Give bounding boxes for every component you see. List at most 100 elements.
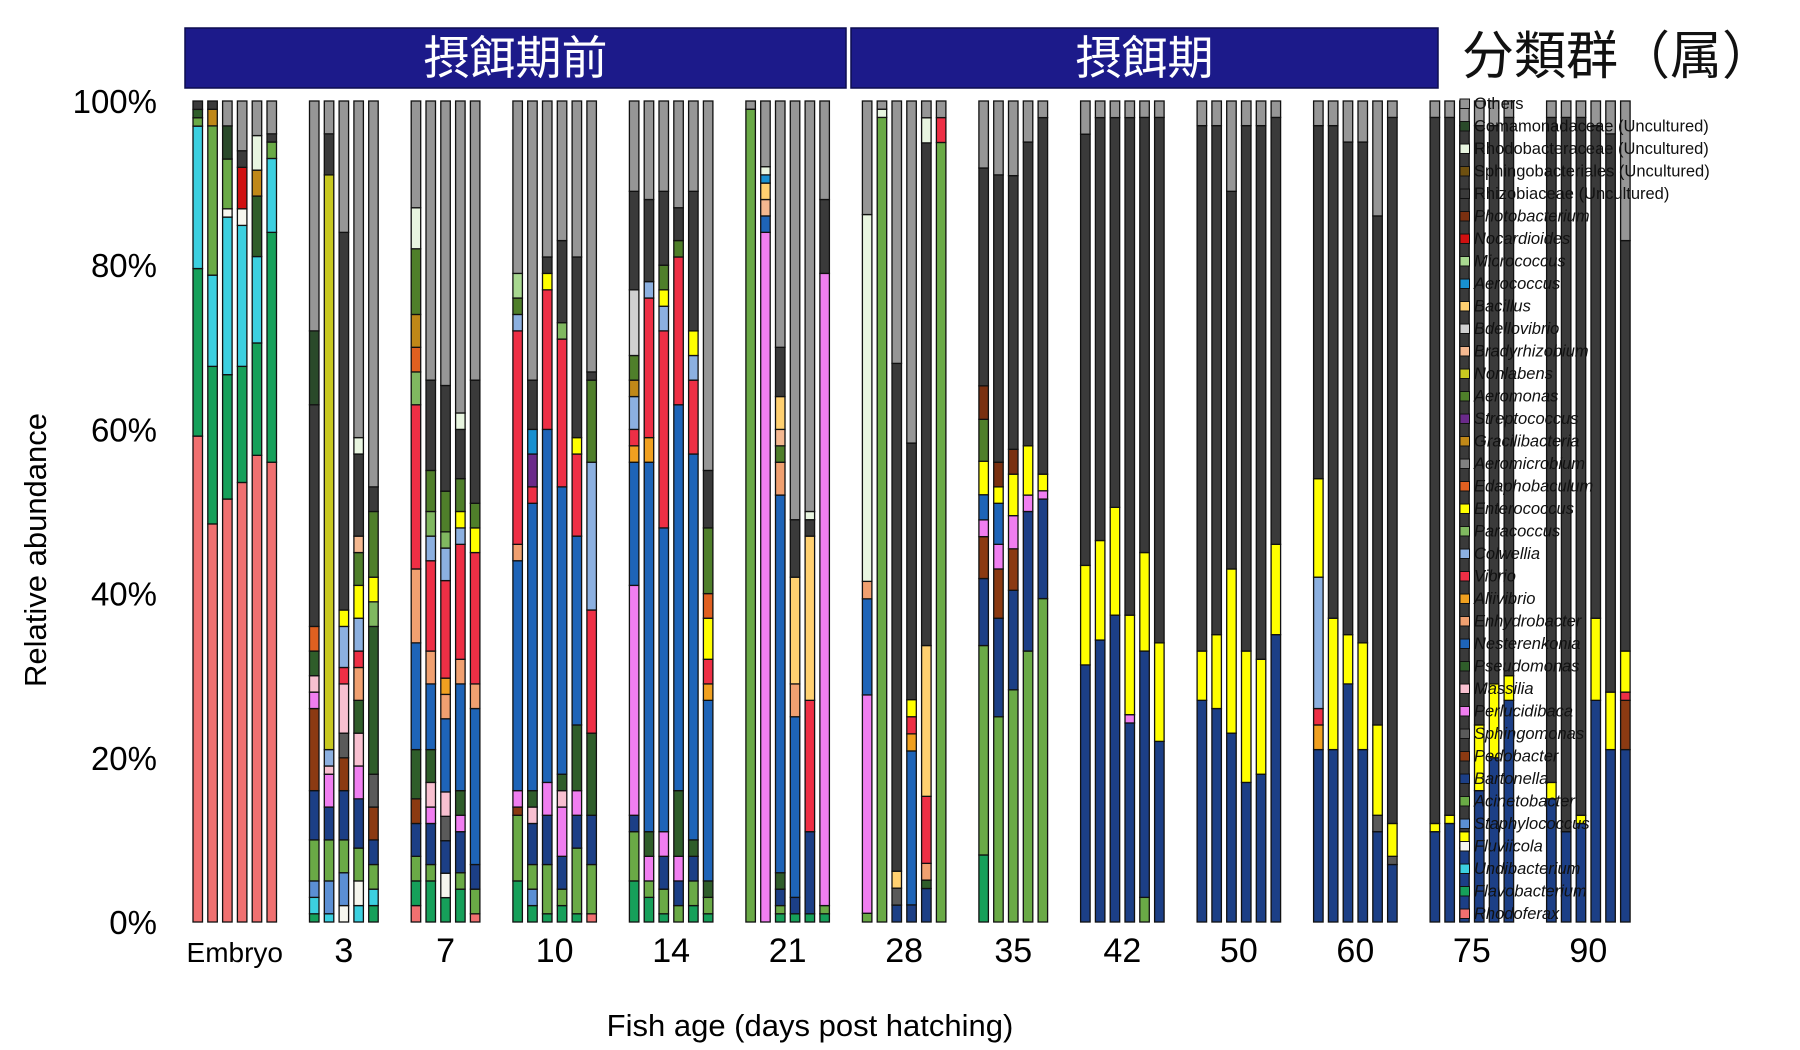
bar-segment [1386, 822, 1398, 857]
legend-label: Fluviicola [1474, 838, 1543, 856]
bar-segment [1545, 100, 1557, 119]
bar-segment [410, 248, 422, 316]
bar-segment [353, 847, 365, 882]
bar-segment [368, 773, 379, 808]
bars [192, 100, 1631, 923]
bar-segment [920, 644, 932, 797]
legend-label: Nonlabens [1474, 365, 1553, 383]
legend-label: Comamonadaceae (Uncultured) [1474, 118, 1709, 136]
bar-group-35 [978, 100, 1049, 923]
bar-segment [1109, 100, 1121, 119]
legend-label: Streptococcus [1474, 410, 1579, 428]
sample-bar [410, 100, 422, 923]
legend-item: Fluviicola [1459, 838, 1543, 856]
bar-segment [804, 913, 816, 923]
bar-segment [1386, 116, 1398, 825]
legend-label: Aeromicrobium [1473, 455, 1585, 473]
bar-segment [527, 502, 538, 792]
bar-segment [891, 904, 903, 923]
bar-segment [338, 872, 350, 907]
bar-segment [440, 872, 451, 899]
bar-group-90 [1545, 100, 1631, 923]
bar-segment [353, 699, 365, 734]
bar-segment [440, 693, 451, 720]
bar-segment [774, 872, 786, 890]
legend-label: Micrococcus [1474, 253, 1566, 271]
bar-group-21 [745, 100, 831, 923]
x-tick-label: 7 [436, 932, 455, 970]
bar-segment [251, 134, 263, 171]
bar-segment [308, 625, 320, 652]
x-tick-label: 90 [1569, 932, 1607, 970]
bar-segment [1605, 100, 1616, 135]
x-axis-labels: Embryo 3 7 10 14 21 28 35 42 50 60 75 90 [187, 932, 1608, 970]
bar-segment [1270, 116, 1282, 545]
bar-segment [323, 765, 335, 775]
legend-item: Photobacterium [1459, 208, 1590, 226]
legend-swatch [1459, 301, 1470, 312]
legend-label: Perlucidibaca [1474, 703, 1573, 721]
bar-segment [628, 100, 640, 192]
bar-segment [353, 798, 365, 849]
legend-label: Colwellia [1474, 545, 1540, 563]
legend-item: Gracilibacteria [1459, 433, 1579, 451]
bar-segment [1037, 498, 1049, 600]
legend-label: Undibacterium [1474, 860, 1580, 878]
bar-segment [891, 100, 903, 365]
bar-segment [541, 863, 553, 915]
sample-bar [1560, 100, 1572, 923]
sample-bar [251, 100, 263, 923]
bar-segment [236, 481, 248, 923]
bar-segment [1022, 494, 1034, 513]
bar-segment [935, 116, 947, 144]
sample-bar [425, 100, 437, 923]
bar-segment [454, 658, 466, 685]
legend-swatch [1459, 661, 1470, 672]
bar-segment [1007, 689, 1019, 923]
bar-segment [643, 297, 655, 439]
bar-segment [628, 428, 640, 447]
bar-segment [1211, 124, 1223, 636]
bar-segment [512, 789, 524, 808]
bar-segment [920, 100, 932, 119]
bar-segment [628, 880, 640, 923]
bar-segment [1357, 100, 1369, 143]
bar-segment [454, 888, 466, 923]
bar-segment [643, 880, 655, 899]
legend-item: Edaphobaculum [1459, 478, 1593, 496]
bar-segment [978, 854, 990, 923]
bar-segment [556, 322, 568, 340]
bar-segment [643, 198, 655, 283]
bar-segment [266, 141, 278, 160]
bar-segment [1196, 124, 1208, 652]
bar-segment [440, 677, 451, 696]
bar-segment [1444, 822, 1456, 923]
bar-segment [251, 454, 263, 923]
bar-segment [760, 174, 771, 184]
bar-segment [308, 675, 320, 693]
bar-segment [192, 100, 204, 111]
bar-segment [643, 896, 655, 923]
bar-segment [687, 855, 699, 882]
y-tick-label: 20% [91, 740, 157, 777]
bar-segment [702, 100, 714, 472]
legend-label: Others [1474, 95, 1524, 113]
legend-item: Flavobacterium [1459, 883, 1587, 901]
bar-segment [338, 839, 350, 874]
bar-segment [1007, 100, 1019, 177]
bar-segment [819, 904, 831, 915]
sample-bar [1079, 100, 1091, 923]
bar-segment [1139, 896, 1150, 923]
bar-segment [308, 330, 320, 406]
bar-segment [628, 584, 640, 816]
bar-segment [410, 100, 422, 209]
bar-segment [1327, 748, 1339, 923]
bar-segment [440, 718, 451, 793]
bar-segment [789, 683, 801, 718]
x-axis-title: Fish age (days post hatching) [607, 1008, 1014, 1043]
sample-bar [454, 100, 466, 923]
bar-segment [571, 724, 583, 792]
bar-segment [702, 617, 714, 660]
bar-segment [425, 822, 437, 866]
bar-segment [541, 289, 553, 431]
